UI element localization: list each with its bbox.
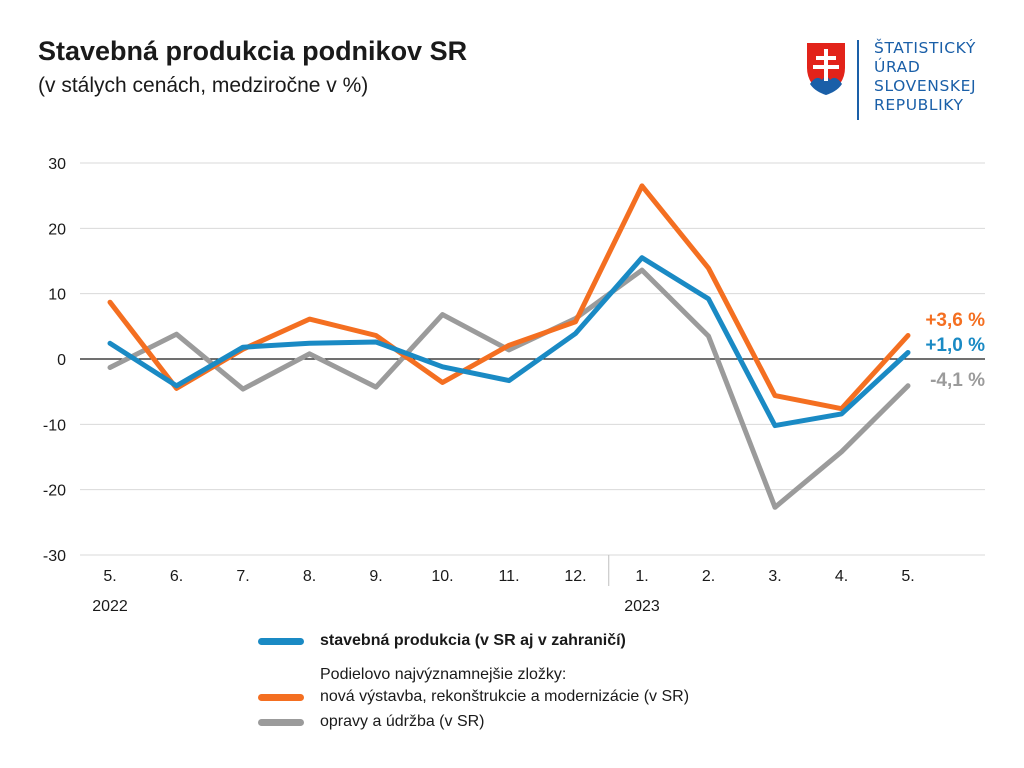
logo-text: ŠTATISTICKÝ ÚRAD SLOVENSKEJ REPUBLIKY [874,39,976,115]
logo-line-2: ÚRAD [874,58,921,76]
x-tick-label: 3. [768,568,781,585]
logo-line-1: ŠTATISTICKÝ [874,39,976,57]
y-tick-label: 10 [48,287,66,304]
legend-item-gray: opravy a údržba (v SR) [258,713,485,731]
x-tick-label: 9. [369,568,382,585]
x-tick-label: 6. [170,568,183,585]
end-value-label: +1,0 % [925,335,985,356]
x-tick-label: 12. [564,568,586,585]
x-tick-label: 2. [702,568,715,585]
legend-label-gray: opravy a údržba (v SR) [320,713,485,730]
end-value-label: -4,1 % [930,370,985,391]
end-value-label: +3,6 % [925,310,985,331]
chart-subtitle: (v stálych cenách, medziročne v %) [38,74,369,97]
legend-swatch-gray [258,718,304,726]
x-tick-label: 8. [303,568,316,585]
legend-swatch-orange [258,693,304,701]
x-tick-label: 10. [431,568,453,585]
y-tick-label: 0 [57,352,66,369]
line-chart: 30 20 10 0 -10 -20 -30 5. 6. 7. 8. 9. 10. 11. 12. 1. 2. 3… [43,156,985,615]
x-tick-label: 5. [103,568,116,585]
chart-title: Stavebná produkcia podnikov SR [38,36,468,66]
logo-line-3: SLOVENSKEJ [874,77,977,95]
legend-item-orange: nová výstavba, rekonštrukcie a modernizá… [258,688,689,706]
series-line-gray [107,267,911,510]
logo-divider [857,40,859,120]
y-tick-label: 20 [48,221,66,238]
legend-item-blue: stavebná produkcia (v SR aj v zahraničí) [258,632,626,650]
y-tick-label: -20 [43,483,66,500]
x-tick-label: 11. [498,568,519,585]
x-tick-label: 4. [835,568,848,585]
slovak-coat-of-arms-icon [805,41,847,98]
legend-label-orange: nová výstavba, rekonštrukcie a modernizá… [320,688,690,705]
logo-line-4: REPUBLIKY [874,96,964,114]
x-tick-label: 1. [635,568,648,585]
x-tick-label: 7. [236,568,249,585]
legend-note: Podielovo najvýznamnejšie zložky: [320,666,567,683]
legend-label-blue: stavebná produkcia (v SR aj v zahraničí) [320,632,626,649]
year-label: 2022 [92,598,128,615]
year-label: 2023 [624,598,660,615]
legend-swatch-blue [258,637,304,645]
y-tick-label: -30 [43,548,66,565]
y-tick-label: 30 [48,156,66,173]
y-tick-label: -10 [43,417,66,434]
x-tick-label: 5. [901,568,914,585]
